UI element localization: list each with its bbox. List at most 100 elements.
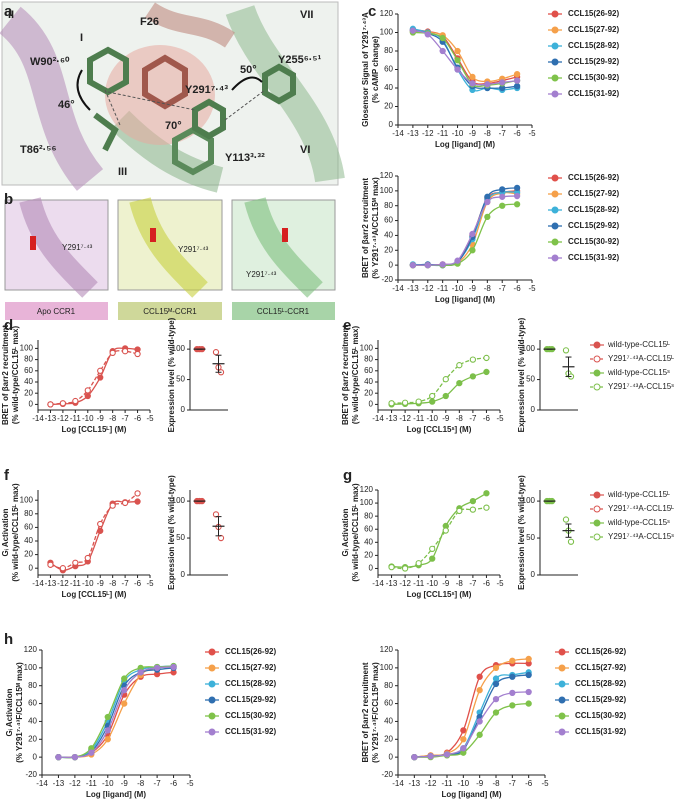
x-tick-label: -12 (422, 284, 434, 293)
data-point (72, 397, 79, 405)
y-axis-label: (% wild-type/CCL15ᴸ max) (11, 326, 20, 425)
data-point (476, 731, 483, 738)
data-point (439, 47, 446, 55)
data-point (409, 261, 417, 269)
y-tick-label: -20 (381, 770, 393, 779)
legend-label: CCL15(26-92) (568, 173, 619, 182)
x-tick-label: -13 (45, 414, 57, 423)
y-tick-label: 20 (384, 102, 393, 111)
data-point (121, 675, 128, 682)
y-tick-label: -20 (381, 275, 393, 284)
data-point (88, 749, 95, 756)
fit-curve (50, 350, 138, 406)
legend-marker (551, 26, 559, 34)
fit-curve (58, 667, 174, 759)
data-point (469, 230, 476, 238)
x-tick-label: -5 (528, 284, 536, 293)
x-tick-label: -9 (97, 579, 105, 588)
legend-label: CCL15(27-92) (575, 663, 626, 672)
fit-curve (58, 666, 174, 759)
legend-label: Y291⁷·⁴³A-CCL15ᴸ (608, 504, 674, 513)
x-tick-label: -7 (469, 579, 477, 588)
legend-label: CCL15(29-92) (225, 695, 276, 704)
caption: CCL15ᴹ-CCR1 (143, 307, 197, 316)
legend-marker (551, 222, 559, 230)
x-tick-label: -7 (122, 414, 130, 423)
y-tick-label: 80 (384, 681, 393, 690)
fit-curve (50, 500, 138, 571)
t86-stick (93, 112, 119, 152)
helix (244, 197, 323, 298)
legend-label: Y291⁷·⁴³A-CCL15ˢ (608, 382, 674, 391)
x-tick-label: -7 (469, 414, 477, 423)
x-tick-label: -11 (437, 284, 449, 293)
data-point (483, 490, 490, 497)
y-tick-label: 60 (24, 523, 33, 532)
angle-arrow (231, 76, 263, 91)
y-tick-label: 0 (181, 405, 186, 414)
y-tick-label: 60 (364, 524, 373, 533)
data-point (513, 201, 521, 208)
x-tick-label: -9 (469, 129, 477, 138)
data-point (388, 400, 395, 407)
caption-box (118, 302, 222, 320)
x-axis-label: Log [CCL15ᴸ] (M) (62, 425, 127, 434)
data-point (454, 57, 461, 64)
data-point (109, 502, 116, 509)
data-point (492, 709, 500, 716)
caption: CCL15ᴸ-CCR1 (257, 307, 310, 316)
y-tick-label: 40 (384, 717, 393, 726)
panel-letter: a (4, 3, 13, 20)
fit-curve (58, 665, 174, 759)
y-tick-label: 40 (384, 231, 393, 240)
residue-label: T86²·⁵⁶ (20, 144, 57, 156)
residue-label: Y255⁶·⁵¹ (278, 54, 322, 66)
y-axis-label: (% wild-type/CCL15ᴸ max) (351, 483, 360, 582)
oxygen (150, 228, 156, 242)
data-point (513, 192, 521, 200)
x-tick-label: -6 (483, 579, 491, 588)
data-point (134, 490, 141, 497)
panel-letter: c (368, 3, 376, 20)
data-point (456, 507, 463, 515)
data-point (525, 671, 532, 679)
y-tick-label: 40 (24, 377, 33, 386)
y-tick-label: 60 (364, 366, 373, 375)
x-tick-label: -8 (109, 414, 117, 423)
data-point (509, 702, 516, 709)
data-point (483, 354, 490, 362)
panel-letter: d (4, 317, 13, 334)
data-point (427, 753, 434, 760)
y-axis-label: BRET of βarr2 recruitment (361, 178, 370, 278)
y-axis-label: Expression level (% wild-type) (517, 317, 526, 432)
panel-letter: b (4, 191, 13, 208)
residue-label: Y113³·³² (225, 152, 265, 164)
y-axis-label: Gᵢ Activation (341, 508, 350, 556)
residue-label: Y291⁷·⁴³ (246, 270, 277, 279)
fit-curve (391, 357, 487, 404)
y-tick-label: 120 (380, 645, 394, 654)
x-tick-label: -11 (437, 129, 449, 138)
data-point (97, 367, 104, 374)
legend-marker (558, 712, 566, 720)
x-tick-label: -12 (57, 414, 69, 423)
fit-curve (58, 666, 174, 758)
helix-label: I (80, 32, 83, 44)
y-tick-label: 60 (384, 216, 393, 225)
legend-marker (593, 505, 601, 513)
x-tick-label: -12 (69, 779, 81, 788)
x-tick-label: -8 (492, 779, 500, 788)
data-point (134, 350, 141, 358)
data-point (525, 655, 532, 663)
helix-label: II (8, 9, 14, 21)
y-tick-label: 50 (176, 533, 185, 542)
density-views (4, 197, 336, 320)
data-point (476, 718, 483, 725)
data-point (513, 77, 521, 84)
residue-label: W90²·⁶⁰ (30, 56, 70, 68)
data-point (429, 392, 436, 400)
x-tick-label: -8 (137, 779, 145, 788)
x-tick-label: -13 (45, 579, 57, 588)
x-tick-label: -14 (32, 579, 44, 588)
x-tick-label: -7 (122, 579, 130, 588)
